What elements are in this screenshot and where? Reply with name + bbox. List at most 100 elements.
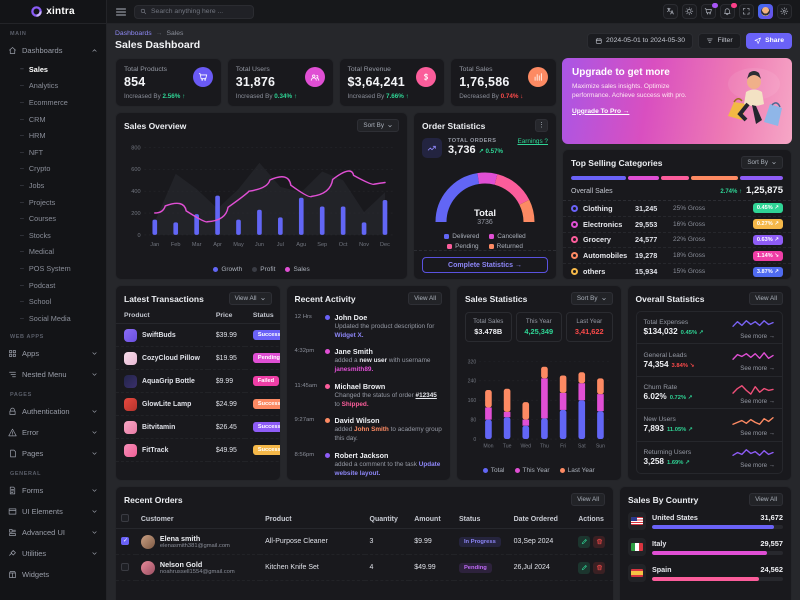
delete-button[interactable]	[593, 561, 606, 574]
column-header: Amount	[409, 510, 454, 529]
search-input[interactable]	[151, 8, 248, 15]
sidebar-item-nested-menu[interactable]: Nested Menu	[0, 364, 106, 385]
complete-statistics-button[interactable]: Complete Statistics →	[422, 257, 548, 273]
sidebar-subitem-crypto[interactable]: Crypto	[0, 161, 106, 178]
sidebar-subitem-school[interactable]: School	[0, 293, 106, 310]
see-more-link[interactable]: See more →	[740, 365, 775, 373]
translate-icon[interactable]	[663, 4, 678, 19]
top-categories-sort-button[interactable]: Sort By	[741, 156, 783, 169]
upgrade-title: Upgrade to get more	[572, 67, 670, 78]
badge-dot	[712, 2, 718, 8]
stat-box-label: This Year	[525, 318, 552, 325]
product-cell: Bitvitamin	[124, 420, 200, 434]
stat-left: New Users 7,893 11.05% ↗	[644, 416, 693, 433]
see-more-link[interactable]: See more →	[740, 332, 775, 340]
notifications-icon[interactable]	[720, 2, 737, 19]
sidebar-subitem-projects[interactable]: Projects	[0, 194, 106, 211]
sidebar-item-dashboards[interactable]: Dashboards	[0, 40, 106, 61]
svg-text:Jul: Jul	[277, 242, 284, 248]
cart-icon[interactable]	[701, 2, 718, 19]
cart-icon	[704, 7, 713, 16]
sidebar-item-advanced-ui[interactable]: Advanced UI	[0, 522, 106, 543]
country-view-all-button[interactable]: View All	[749, 493, 783, 506]
see-more-link[interactable]: See more →	[740, 429, 775, 437]
activity-dot	[324, 315, 330, 320]
order-statistics-card: Order Statistics ⋮ TOTAL ORDERS 3,736 ↗ 0…	[413, 112, 557, 280]
sidebar-item-forms[interactable]: Forms	[0, 480, 106, 501]
filter-button[interactable]: Filter	[698, 32, 741, 49]
sidebar-subitem-jobs[interactable]: Jobs	[0, 177, 106, 194]
settings-icon[interactable]	[777, 4, 792, 19]
sidebar-subitem-courses[interactable]: Courses	[0, 210, 106, 227]
breadcrumb: Dashboards → Sales	[115, 30, 200, 37]
sidebar-subitem-podcast[interactable]: Podcast	[0, 277, 106, 294]
kpi-change: Increased By 0.34% ↑	[235, 93, 298, 100]
avatar[interactable]	[758, 4, 773, 19]
svg-text:Agu: Agu	[296, 242, 306, 248]
share-button[interactable]: Share	[745, 32, 792, 49]
legend-item: Growth	[213, 266, 242, 273]
edit-button[interactable]	[578, 535, 591, 548]
theme-icon[interactable]	[682, 4, 697, 19]
price-cell: $9.99	[207, 369, 245, 393]
see-more-link[interactable]: See more →	[740, 462, 775, 470]
earnings-link[interactable]: Earnings ?	[517, 138, 548, 145]
select-all-checkbox[interactable]	[121, 514, 129, 522]
category-row: Electronics 29,553 16% Gross 0.27% ↗	[563, 217, 791, 233]
sidebar-item-utilities[interactable]: Utilities	[0, 543, 106, 564]
sparkline-chart	[731, 316, 775, 332]
category-gross: 18% Gross	[673, 252, 706, 260]
row-checkbox[interactable]	[121, 562, 129, 571]
overall-sales-change: 2.74% ↑	[720, 189, 743, 195]
sidebar-subitem-sales[interactable]: Sales	[0, 61, 106, 78]
sidebar-subitem-social-media[interactable]: Social Media	[0, 310, 106, 327]
country-main: United States 31,672	[652, 513, 783, 529]
activity-view-all-button[interactable]: View All	[408, 292, 442, 305]
date-range-button[interactable]: 2024-05-01 to 2024-05-30	[586, 32, 693, 49]
category-dot	[571, 236, 578, 244]
status-badge: Success	[252, 445, 280, 455]
sidebar-section-label: MAIN	[10, 31, 27, 37]
brand-logo[interactable]: xintra	[0, 0, 106, 24]
customer-email: elenasmith381@gmail.com	[159, 543, 230, 549]
sidebar-item-error[interactable]: Error	[0, 422, 106, 443]
sidebar-item-authentication[interactable]: Authentication	[0, 401, 106, 422]
legend-dot	[514, 468, 520, 473]
product-cell: GlowLite Lamp	[124, 397, 200, 411]
category-change-badge: 0.63% ↗	[752, 234, 783, 245]
orders-view-all-button[interactable]: View All	[571, 493, 605, 506]
edit-button[interactable]	[578, 561, 591, 574]
sidebar-subitem-pos-system[interactable]: POS System	[0, 260, 106, 277]
sidebar-section-label: GENERAL	[10, 470, 42, 477]
table-row: CozyCloud Pillow $19.95 Pending	[116, 346, 280, 370]
order-row: Nelson Gold noahrussell1554@gmail.com Kitc…	[116, 554, 613, 581]
sidebar-subitem-analytics[interactable]: Analytics	[0, 78, 106, 95]
sparkline-chart	[731, 445, 775, 461]
sidebar-subitem-nft[interactable]: NFT	[0, 144, 106, 161]
more-options-icon[interactable]: ⋮	[535, 119, 548, 132]
sidebar-subitem-hrm[interactable]: HRM	[0, 127, 106, 144]
transactions-view-all-button[interactable]: View All	[228, 292, 272, 305]
delete-button[interactable]	[593, 535, 606, 548]
sidebar-subitem-stocks[interactable]: Stocks	[0, 227, 106, 244]
menu-toggle-icon[interactable]	[115, 6, 127, 18]
sparkline-chart	[731, 413, 775, 429]
sidebar-subitem-medical[interactable]: Medical	[0, 244, 106, 261]
svg-text:Jun: Jun	[255, 242, 264, 248]
sidebar-item-pages[interactable]: Pages	[0, 443, 106, 464]
sidebar-item-apps[interactable]: Apps	[0, 343, 106, 364]
country-main: Spain 24,562	[652, 565, 783, 581]
sales-overview-sort-button[interactable]: Sort By	[357, 119, 400, 132]
sidebar-subitem-ecommerce[interactable]: Ecommerce	[0, 94, 106, 111]
overall-statistics-view-all-button[interactable]: View All	[749, 292, 783, 305]
breadcrumb-item[interactable]: Dashboards	[115, 30, 152, 37]
sidebar-subitem-crm[interactable]: CRM	[0, 111, 106, 128]
see-more-link[interactable]: See more →	[740, 397, 775, 405]
sales-statistics-sort-button[interactable]: Sort By	[570, 292, 613, 305]
row-checkbox[interactable]	[121, 536, 129, 545]
sidebar-item-widgets[interactable]: Widgets	[0, 564, 106, 585]
sidebar-item-ui-elements[interactable]: UI Elements	[0, 501, 106, 522]
progress-fill	[652, 525, 774, 529]
upgrade-cta-link[interactable]: Upgrade To Pro →	[572, 107, 630, 115]
fullscreen-icon[interactable]	[739, 4, 754, 19]
